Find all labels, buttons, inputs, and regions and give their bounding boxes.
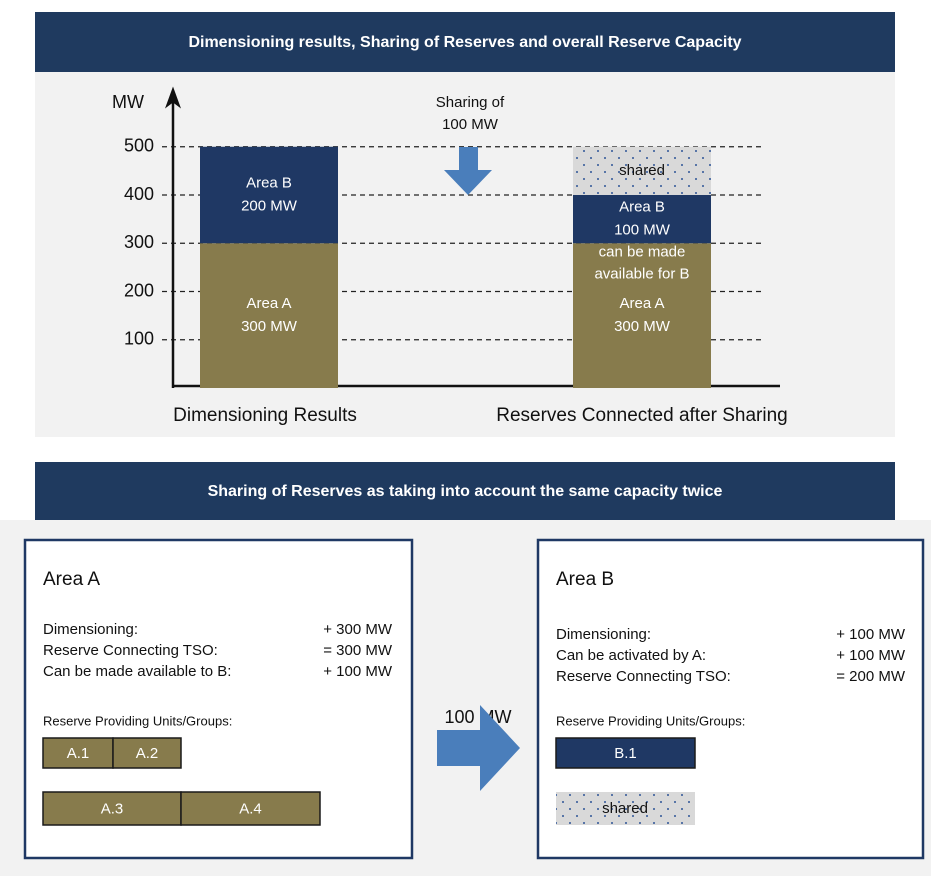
unit-box [112,737,182,769]
header-title: Sharing of Reserves as taking into accou… [208,483,723,500]
segment-label: 300 MW [241,318,298,335]
row-value: = 200 MW [836,668,906,685]
row-value: + 100 MW [836,626,906,643]
unit-label: A.2 [136,745,159,762]
chart: 100 200 300 400 500 MW Sharing of 100 MW Area A 3… [112,86,788,426]
annotation: Sharing of [436,94,505,111]
annotation-arrow [444,147,492,195]
transfer-label: 100 MW [444,707,511,727]
segment-label: 100 MW [614,222,671,239]
row-value: + 100 MW [323,663,393,680]
segment-label: shared [619,162,665,179]
row-label: Can be activated by A: [556,647,706,664]
row-value: + 300 MW [323,621,393,638]
segment-label: 300 MW [614,318,671,335]
unit-box [42,791,182,826]
y-tick-label: 300 [124,232,154,252]
units-title: Reserve Providing Units/Groups: [43,713,232,728]
segment-note: can be made [599,243,686,260]
header-bar [35,12,895,72]
y-axis-label: MW [112,92,144,112]
row-label: Dimensioning: [556,626,651,643]
units-title: Reserve Providing Units/Groups: [556,713,745,728]
y-axis-arrow [165,86,181,109]
segment-label: Area B [246,174,292,191]
area-title: Area B [556,569,614,590]
bar-segment [200,146,338,244]
unit-box [180,791,321,826]
row-label: Dimensioning: [43,621,138,638]
bar-segment [573,195,711,244]
unit-label: A.4 [239,800,262,817]
segment-label: 200 MW [241,197,298,214]
y-tick-label: 500 [124,136,154,156]
unit-label: shared [602,800,648,817]
unit-box [556,792,695,825]
area-title: Area A [43,569,100,590]
area-contents: Area A Dimensioning: + 300 MW Reserve Conne… [42,569,906,826]
row-value: = 300 MW [323,642,393,659]
y-tick-label: 400 [124,184,154,204]
y-tick-label: 200 [124,280,154,300]
row-label: Can be made available to B: [43,663,231,680]
segment-label: Area B [619,199,665,216]
header-title: Dimensioning results, Sharing of Reserve… [188,34,741,51]
unit-box [555,737,696,769]
segment-label: Area A [619,295,664,312]
x-category-label: Reserves Connected after Sharing [496,405,788,426]
y-tick-label: 100 [124,329,154,349]
bar-segment [200,243,338,388]
bar-segment [573,243,711,388]
row-value: + 100 MW [836,647,906,664]
annotation: 100 MW [442,116,499,133]
row-label: Reserve Connecting TSO: [43,642,218,659]
header-bar [35,462,895,520]
panel [35,72,895,437]
row-label: Reserve Connecting TSO: [556,668,731,685]
bar-segment [573,146,711,195]
segment-label: Area A [246,295,291,312]
x-category-label: Dimensioning Results [173,405,357,426]
unit-label: B.1 [614,745,637,762]
unit-label: A.3 [101,800,124,817]
unit-label: A.1 [67,745,90,762]
transfer-arrow [437,705,520,791]
segment-note: available for B [594,265,689,282]
